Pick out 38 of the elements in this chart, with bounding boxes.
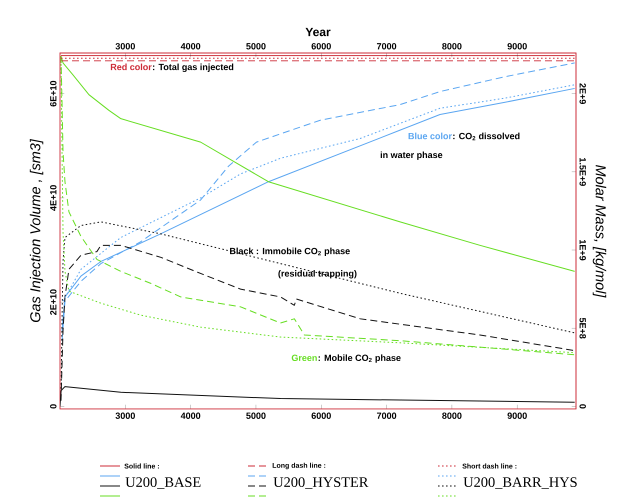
x2-tick-label: 6000 [312, 43, 331, 50]
y-tick-label: 6E+10 [50, 80, 56, 106]
x-tick-label: 3000 [116, 412, 135, 419]
text: U200_BASE [126, 477, 200, 489]
annotation: : Total gas injected [153, 64, 234, 72]
annotation: : Mobile CO$_{2}$ phase [318, 354, 401, 363]
x2-tick-label: 9000 [508, 43, 527, 50]
annotation: Green [292, 354, 317, 362]
x2-tick-label: 7000 [376, 43, 396, 50]
y-tick-label: 0 [50, 404, 56, 409]
x-tick-label: 6000 [312, 412, 331, 419]
x-tick-label: 9000 [508, 412, 527, 419]
y2-tick-label: 2E+9 [580, 83, 586, 104]
x-tick-label: 4000 [180, 412, 200, 419]
x-tick-label: 7000 [376, 412, 396, 419]
x2-tick-label: 3000 [116, 43, 135, 50]
text: U200_HYSTER [274, 477, 368, 489]
x-tick-label: 8000 [442, 412, 462, 419]
y2-tick-label: 0 [580, 404, 586, 409]
annotation: (residual trapping) [278, 270, 357, 278]
annotation: Black : Immobile CO$_{2}$ phase [230, 248, 350, 256]
x2-tick-label: 5000 [246, 43, 266, 50]
y2-tick-label: 1E+9 [580, 240, 586, 260]
x-tick-label: 5000 [246, 412, 266, 419]
x2-tick-label: 4000 [180, 43, 200, 50]
y2-axis-title: Molar Mass, [kg/mol] [592, 165, 606, 298]
annotation: Blue color [408, 132, 452, 140]
annotation: in water phase [380, 151, 442, 160]
y2-tick-label: 1.5E+9 [580, 158, 586, 186]
x2-axis-title: Year [306, 28, 330, 36]
y-axis-title: Gas Injection Volume , [sm3] [30, 138, 44, 322]
annotation: : CO$_{2}$ dissolved [453, 132, 520, 140]
text: U200_BARR_HYS [464, 477, 577, 489]
y2-tick-label: 5E+8 [580, 318, 586, 339]
y-tick-label: 2E+10 [50, 289, 56, 315]
y-tick-label: 4E+10 [50, 185, 56, 211]
annotation: Red color [110, 64, 152, 70]
x2-tick-label: 8000 [442, 43, 462, 50]
